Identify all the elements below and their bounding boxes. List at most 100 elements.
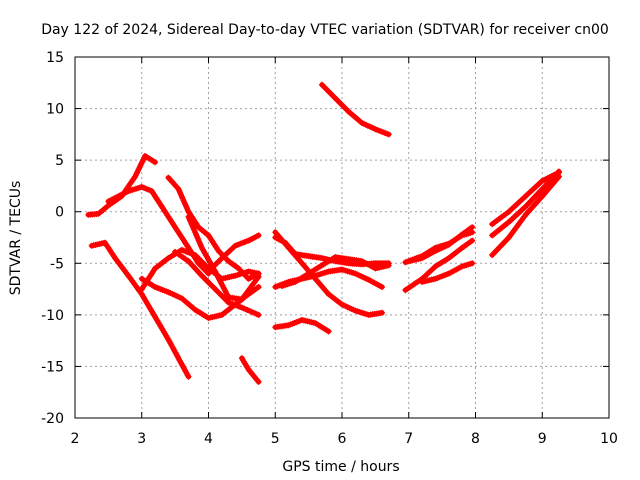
data-point <box>179 361 185 367</box>
series-track-20 <box>419 260 476 285</box>
data-point <box>286 322 292 328</box>
data-point <box>212 286 218 292</box>
data-point <box>179 247 185 253</box>
y-tick-label: -20 <box>41 411 64 427</box>
data-point <box>216 248 221 254</box>
data-point <box>199 273 205 279</box>
data-point <box>306 271 312 277</box>
data-point <box>212 269 218 274</box>
data-point <box>246 238 251 244</box>
data-point <box>366 277 372 283</box>
series-track-3 <box>88 239 192 380</box>
data-point <box>326 291 332 297</box>
data-point <box>95 211 101 217</box>
data-point <box>319 82 325 88</box>
data-point <box>372 265 378 271</box>
data-point <box>306 253 312 259</box>
data-point <box>299 317 305 323</box>
data-point <box>256 284 262 290</box>
data-point <box>359 258 365 264</box>
data-point <box>539 186 545 192</box>
data-point <box>419 255 425 261</box>
data-point <box>152 284 158 290</box>
data-point <box>352 308 358 314</box>
data-point <box>446 271 452 277</box>
data-point <box>172 249 178 255</box>
data-point <box>85 212 91 218</box>
data-point <box>459 263 465 269</box>
data-point <box>236 265 241 271</box>
data-point <box>139 276 145 282</box>
data-point <box>186 374 191 380</box>
data-point <box>326 269 332 274</box>
data-point <box>239 355 245 361</box>
data-point <box>319 255 325 261</box>
series-track-10 <box>238 355 262 385</box>
series-track-14 <box>272 234 392 268</box>
series-track-11 <box>272 317 332 335</box>
data-point <box>292 251 298 257</box>
chart-title: Day 122 of 2024, Sidereal Day-to-day VTE… <box>41 22 609 38</box>
data-point <box>232 273 238 279</box>
series-track-16 <box>319 81 392 138</box>
series-markers <box>172 248 262 318</box>
series-markers <box>85 153 159 218</box>
data-point <box>272 284 278 290</box>
data-point <box>372 126 378 132</box>
x-tick-label: 9 <box>538 431 547 447</box>
data-point <box>556 170 562 175</box>
data-point <box>125 188 131 194</box>
data-point <box>89 243 95 249</box>
data-point <box>152 265 158 271</box>
data-point <box>179 295 185 301</box>
x-tick-label: 5 <box>271 431 280 447</box>
data-point <box>196 224 201 230</box>
series-markers <box>319 81 392 138</box>
data-point <box>346 256 352 262</box>
data-point <box>192 307 198 313</box>
data-point <box>149 188 155 194</box>
data-point <box>246 276 251 282</box>
data-point <box>489 252 495 258</box>
series-line <box>85 153 158 218</box>
data-point <box>506 235 512 240</box>
data-point <box>523 193 529 199</box>
data-point <box>332 254 338 260</box>
series-track-18 <box>405 224 476 265</box>
series-track-7 <box>172 248 262 318</box>
data-point <box>433 263 438 269</box>
data-point <box>142 153 148 159</box>
data-point <box>489 221 495 227</box>
data-point <box>272 229 278 235</box>
data-point <box>326 328 332 334</box>
x-tick-label: 4 <box>204 431 213 447</box>
x-axis-label: GPS time / hours <box>282 459 399 475</box>
data-point <box>386 262 392 268</box>
data-point <box>139 184 145 190</box>
data-point <box>186 209 191 215</box>
data-point <box>206 315 211 321</box>
data-point <box>469 224 475 230</box>
data-point <box>172 224 178 230</box>
data-point <box>386 131 392 137</box>
data-point <box>139 291 145 297</box>
data-point <box>469 238 475 244</box>
data-point <box>319 262 325 268</box>
data-point <box>165 255 171 261</box>
data-point <box>489 232 495 238</box>
data-point <box>152 314 158 320</box>
data-point <box>523 204 529 210</box>
data-point <box>366 312 372 318</box>
data-point <box>339 302 345 307</box>
data-point <box>192 252 198 258</box>
data-point <box>299 260 305 266</box>
data-point <box>256 312 262 318</box>
data-point <box>105 203 111 208</box>
tick-layer: 2 3 4 5 6 7 8 9 10 15 10 5 0 -5 -10 -15 -20 <box>41 50 618 447</box>
series-track-8 <box>185 213 262 303</box>
data-point <box>446 242 452 248</box>
y-tick-label: 10 <box>46 102 64 118</box>
data-point <box>132 174 138 180</box>
grid-layer <box>75 57 609 418</box>
data-point <box>186 258 191 264</box>
